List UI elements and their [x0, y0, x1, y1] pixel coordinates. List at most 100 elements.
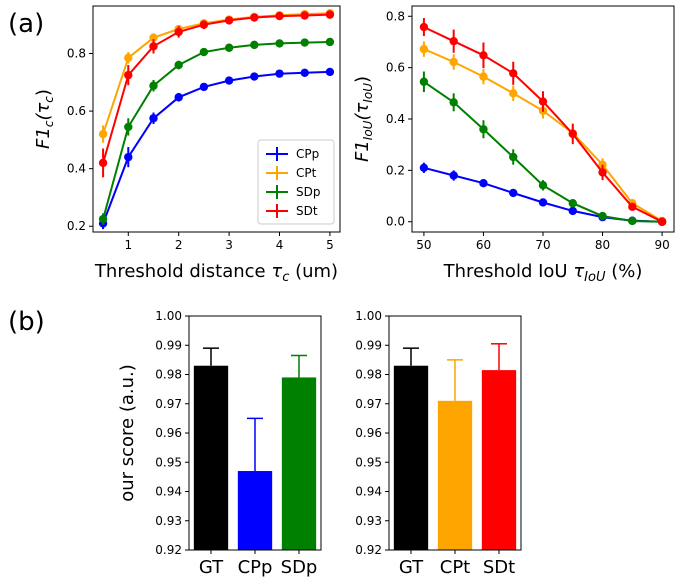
data-point-CPt	[124, 53, 133, 63]
y-axis-label: F1IoU(τIoU)	[352, 76, 375, 162]
x-tick-label-CPp: CPp	[238, 557, 273, 578]
x-tick-label-GT: GT	[199, 557, 224, 578]
data-point-SDp	[568, 199, 577, 208]
data-point-SDt	[300, 11, 309, 20]
data-point-SDp	[124, 122, 133, 132]
y-tick-label: 0.92	[155, 543, 182, 557]
data-point-SDt	[538, 97, 548, 106]
data-point-CPt	[149, 33, 158, 42]
data-point-CPp	[300, 68, 309, 77]
data-point-SDp	[419, 77, 429, 86]
data-point-SDt	[98, 158, 108, 168]
data-point-SDp	[250, 40, 259, 50]
data-point-SDt	[568, 129, 577, 139]
y-tick-label: 0.97	[355, 397, 382, 411]
bar-SDt	[481, 370, 517, 550]
data-point-SDp	[275, 39, 284, 48]
y-tick-label: 0.98	[155, 368, 182, 382]
data-point-SDp	[199, 47, 209, 57]
data-point-SDt	[598, 168, 607, 177]
data-point-SDt	[479, 51, 488, 60]
data-point-SDp	[538, 181, 548, 190]
y-tick-label: 1.00	[155, 309, 182, 323]
legend-label-CPp: CPp	[296, 147, 319, 161]
data-point-CPp	[149, 114, 158, 123]
data-point-SDp	[449, 98, 458, 107]
plot-frame	[388, 315, 522, 551]
y-axis-label: our score (a.u.)	[117, 364, 138, 502]
y-axis-label: F1c(τc)	[33, 89, 56, 149]
y-tick-label: 0.99	[155, 338, 182, 352]
data-point-SDt	[628, 202, 637, 212]
data-point-SDt	[509, 69, 518, 78]
y-tick-label: 0.98	[355, 368, 382, 382]
y-tick-label: 0.6	[67, 104, 86, 118]
legend-label-SDt: SDt	[296, 204, 318, 218]
data-point-SDt	[657, 217, 667, 226]
data-point-CPt	[419, 44, 429, 54]
chart-f1c-vs-threshold-distance: 1 2 3 4 5 0.2 0.4 0.6 0.8 Threshold distance τc (…	[33, 5, 341, 285]
data-point-CPt	[509, 89, 518, 98]
y-tick-label: 0.95	[355, 455, 382, 469]
y-tick-label: 0.96	[355, 426, 382, 440]
data-point-SDt	[224, 16, 234, 25]
series-line-SDt	[102, 13, 330, 164]
x-tick-label: 90	[654, 238, 669, 252]
bar-CPp	[237, 471, 273, 550]
x-tick-label-SDt: SDt	[483, 557, 515, 578]
data-point-CPp	[449, 171, 458, 180]
series-line-CPt	[102, 12, 330, 135]
x-axis-label: Threshold distance τc (um)	[94, 261, 338, 285]
y-tick-label: 0.97	[155, 397, 182, 411]
bar-SDp	[281, 377, 317, 550]
x-tick-label: 70	[535, 238, 550, 252]
series-line-CPp	[102, 70, 330, 224]
bar-GT	[393, 365, 429, 550]
data-point-SDt	[419, 22, 429, 32]
data-point-SDp	[174, 60, 183, 70]
chart-score-bars-gt-cpt-sdt: 0.92 0.93 0.94 0.95 0.96 0.97 0.98 0.99 1.00 GT CP…	[355, 309, 522, 578]
chart-f1iou-vs-threshold-iou: 50 60 70 80 90 0.0 0.2 0.4 0.6 0.8 Threshold IoU τ…	[352, 5, 675, 285]
data-point-CPt	[479, 72, 488, 81]
x-tick-label: 50	[416, 238, 431, 252]
data-point-CPp	[199, 82, 209, 92]
y-tick-label: 0.2	[67, 219, 86, 233]
panel-label-a: (a)	[8, 9, 44, 39]
x-tick-label: 60	[476, 238, 491, 252]
data-point-CPp	[479, 179, 488, 188]
data-point-CPp	[509, 188, 518, 198]
legend-label-CPt: CPt	[296, 166, 317, 180]
data-point-CPp	[124, 152, 133, 162]
y-tick-label: 0.6	[386, 61, 405, 75]
y-tick-label: 0.0	[386, 215, 405, 229]
data-point-CPp	[224, 76, 234, 85]
data-point-SDp	[479, 125, 488, 134]
chart-score-bars-gt-cpp-sdp: 0.92 0.93 0.94 0.95 0.96 0.97 0.98 0.99 1.00 GT CP…	[117, 309, 322, 578]
x-tick-label: 80	[595, 238, 610, 252]
x-tick-label: 3	[225, 238, 233, 252]
data-point-SDp	[149, 81, 158, 90]
y-tick-label: 0.94	[355, 485, 382, 499]
data-point-SDp	[509, 152, 518, 162]
x-tick-label: 4	[276, 238, 284, 252]
panel-label-b: (b)	[8, 307, 45, 337]
data-point-SDt	[124, 70, 133, 80]
y-tick-label: 0.93	[155, 514, 182, 528]
x-axis-label: Threshold IoU τIoU (%)	[443, 261, 643, 285]
data-point-CPt	[98, 129, 108, 139]
data-point-SDt	[325, 10, 335, 19]
data-point-CPp	[325, 67, 335, 77]
plot-frame	[411, 5, 675, 233]
y-tick-label: 0.94	[155, 485, 182, 499]
data-point-CPp	[250, 72, 259, 81]
bar-CPt	[437, 400, 473, 550]
x-tick-label-SDp: SDp	[281, 557, 318, 578]
data-point-SDt	[174, 27, 183, 37]
data-point-SDp	[325, 37, 335, 47]
data-point-SDp	[98, 214, 108, 224]
data-point-SDp	[300, 38, 309, 47]
y-tick-label: 0.4	[67, 162, 86, 176]
data-point-CPp	[568, 206, 577, 216]
y-tick-label: 0.8	[67, 47, 86, 61]
y-tick-label: 0.2	[386, 163, 405, 177]
